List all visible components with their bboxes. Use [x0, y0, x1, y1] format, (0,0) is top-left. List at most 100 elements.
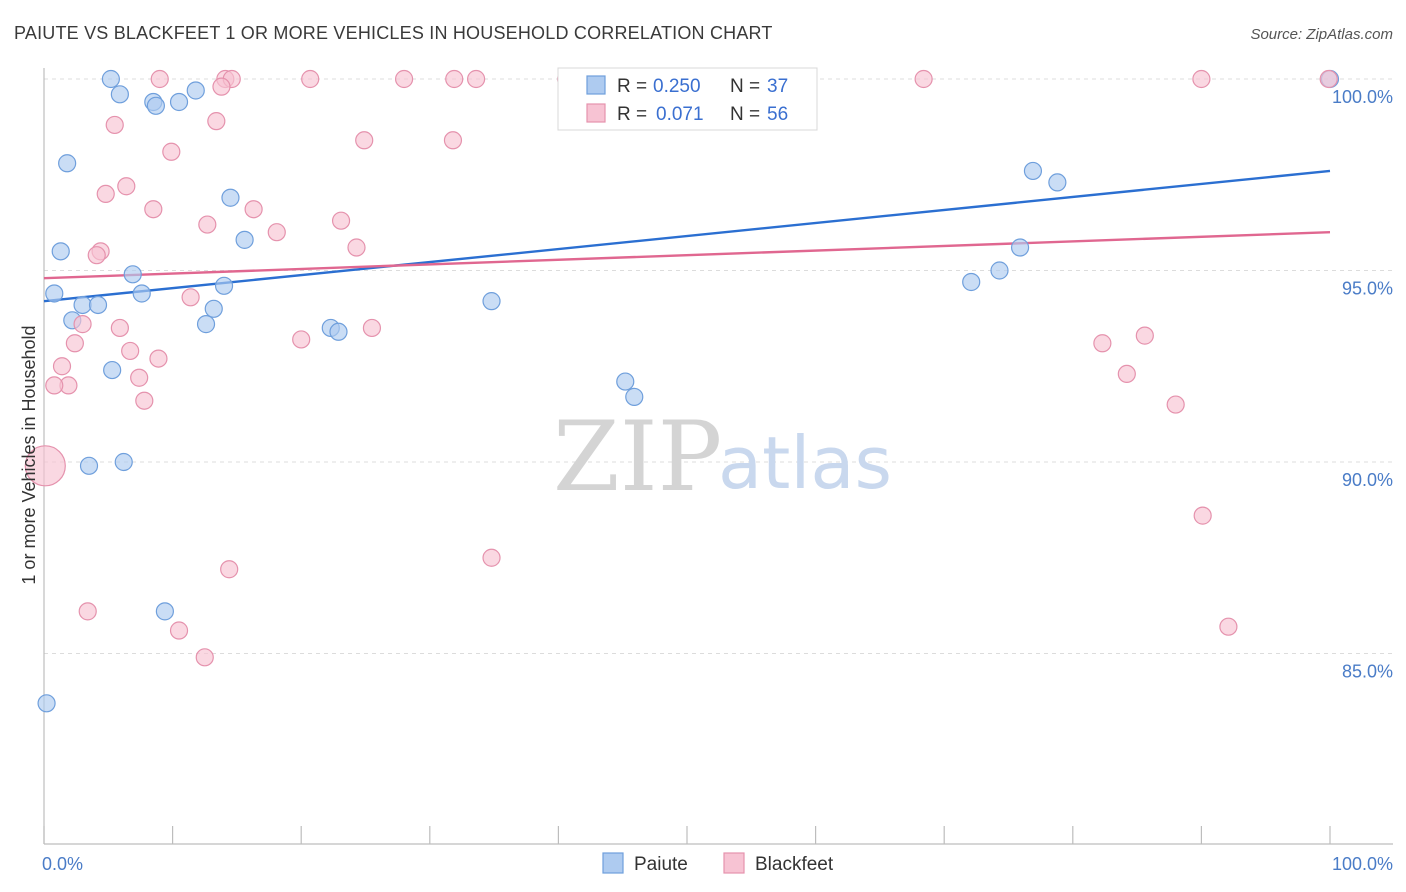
paiute-point-6 — [58, 154, 77, 173]
bottom-legend-blackfeet: Blackfeet — [755, 854, 834, 875]
blackfeet-point-31 — [110, 318, 129, 338]
paiute-point-13 — [132, 284, 151, 303]
paiute-point-28 — [625, 387, 644, 406]
blackfeet-trend-line — [43, 231, 1331, 280]
paiute-point-24 — [155, 602, 174, 621]
blackfeet-point-37 — [52, 357, 72, 376]
blackfeet-point-24 — [331, 211, 351, 230]
blackfeet-point-35 — [121, 341, 140, 361]
blackfeet-point-5 — [445, 69, 464, 89]
chart-title: PAIUTE VS BLACKFEET 1 OR MORE VEHICLES I… — [14, 23, 773, 43]
blackfeet-point-17 — [355, 131, 374, 150]
blackfeet-point-12 — [1319, 69, 1338, 89]
blackfeet-point-20 — [96, 184, 115, 203]
legend-r-value-blackfeet: 0.071 — [656, 104, 704, 125]
x-tick-label-0: 0.0% — [42, 854, 83, 874]
paiute-point-23 — [114, 452, 133, 472]
blackfeet-point-52 — [195, 648, 214, 667]
blackfeet-point-14 — [105, 115, 124, 135]
blackfeet-point-18 — [443, 131, 463, 150]
paiute-point-34 — [1048, 173, 1067, 192]
bottom-legend: Paiute Blackfeet — [602, 852, 834, 875]
paiute-point-5 — [186, 81, 205, 100]
blackfeet-point-22 — [244, 200, 263, 219]
paiute-point-0 — [101, 69, 120, 89]
paiute-point-3 — [146, 96, 165, 115]
y-tick-label-3: 85.0% — [1342, 662, 1393, 682]
paiute-point-26 — [482, 292, 501, 311]
y-axis-title: 1 or more Vehicles in Household — [19, 325, 39, 584]
y-tick-labels: 100.0% 95.0% 90.0% 85.0% — [1332, 87, 1393, 682]
paiute-point-12 — [45, 284, 64, 303]
blackfeet-point-38 — [130, 368, 149, 387]
trend-lines — [43, 169, 1331, 303]
blackfeet-point-42 — [1093, 334, 1112, 353]
blackfeet-point-45 — [1166, 395, 1185, 414]
paiute-point-31 — [990, 261, 1009, 280]
legend-box: R = 0.250 N = 37 R = 0.071 N = 56 — [557, 67, 818, 131]
paiute-point-25 — [37, 694, 56, 713]
paiute-trend-line — [43, 169, 1331, 303]
blackfeet-point-36 — [149, 349, 168, 368]
legend-n-label-blackfeet: N = — [730, 104, 760, 125]
paiute-point-14 — [73, 295, 92, 315]
y-tick-label-0: 100.0% — [1332, 87, 1393, 107]
paiute-point-1 — [110, 85, 129, 104]
legend-swatch-paiute — [586, 75, 606, 95]
blackfeet-point-44 — [1117, 364, 1136, 384]
blackfeet-point-15 — [207, 112, 226, 131]
blackfeet-point-50 — [78, 602, 97, 621]
blackfeet-point-32 — [362, 318, 382, 338]
blackfeet-point-6 — [466, 69, 486, 89]
blackfeet-point-10 — [914, 69, 933, 89]
legend-r-label-paiute: R = — [617, 76, 647, 97]
blackfeet-point-29 — [181, 288, 200, 307]
blackfeet-point-16 — [162, 142, 181, 161]
legend-swatch-blackfeet — [586, 103, 606, 123]
paiute-point-7 — [221, 188, 240, 207]
blackfeet-point-19 — [117, 177, 136, 196]
blackfeet-point-0 — [150, 69, 169, 89]
grid-lines — [44, 78, 1393, 654]
legend-n-value-paiute: 37 — [767, 76, 788, 97]
blackfeet-point-49 — [482, 548, 501, 567]
blackfeet-point-28 — [87, 246, 106, 265]
blackfeet-point-43 — [1135, 326, 1154, 345]
blackfeet-point-11 — [1192, 69, 1211, 89]
paiute-point-20 — [329, 322, 348, 341]
watermark-zip: ZIP — [553, 401, 722, 513]
blackfeet-point-27 — [347, 238, 366, 257]
paiute-point-22 — [79, 456, 99, 475]
blackfeet-point-34 — [65, 334, 84, 353]
legend-n-value-blackfeet: 56 — [767, 104, 788, 125]
blackfeet-point-23 — [198, 215, 217, 234]
blackfeet-point-33 — [292, 330, 311, 349]
blackfeet-point-13 — [212, 77, 231, 96]
paiute-point-11 — [214, 276, 234, 295]
data-points — [24, 69, 1340, 713]
blackfeet-point-51 — [169, 621, 189, 640]
y-tick-label-2: 90.0% — [1342, 470, 1393, 490]
bottom-legend-paiute: Paiute — [634, 854, 688, 875]
watermark-atlas: atlas — [718, 421, 892, 505]
x-tick-labels: 0.0% 100.0% — [42, 854, 1393, 874]
paiute-point-4 — [169, 92, 189, 112]
blackfeet-point-3 — [301, 69, 320, 89]
watermark: ZIP atlas — [553, 401, 892, 513]
paiute-point-9 — [51, 242, 70, 261]
legend-r-label-blackfeet: R = — [617, 104, 647, 125]
blackfeet-point-41 — [135, 391, 154, 410]
blackfeet-point-48 — [220, 560, 239, 579]
legend-n-label-paiute: N = — [730, 76, 760, 97]
blackfeet-point-25 — [267, 223, 286, 242]
y-tick-label-1: 95.0% — [1342, 279, 1393, 299]
paiute-point-15 — [88, 295, 108, 315]
blackfeet-point-53 — [1219, 617, 1238, 636]
blackfeet-point-47 — [1193, 506, 1212, 525]
paiute-point-10 — [123, 265, 142, 284]
source-label: Source: ZipAtlas.com — [1250, 26, 1393, 43]
x-tick-label-1: 100.0% — [1332, 854, 1393, 874]
blackfeet-point-40 — [45, 376, 64, 395]
bottom-legend-swatch-paiute — [602, 852, 624, 874]
